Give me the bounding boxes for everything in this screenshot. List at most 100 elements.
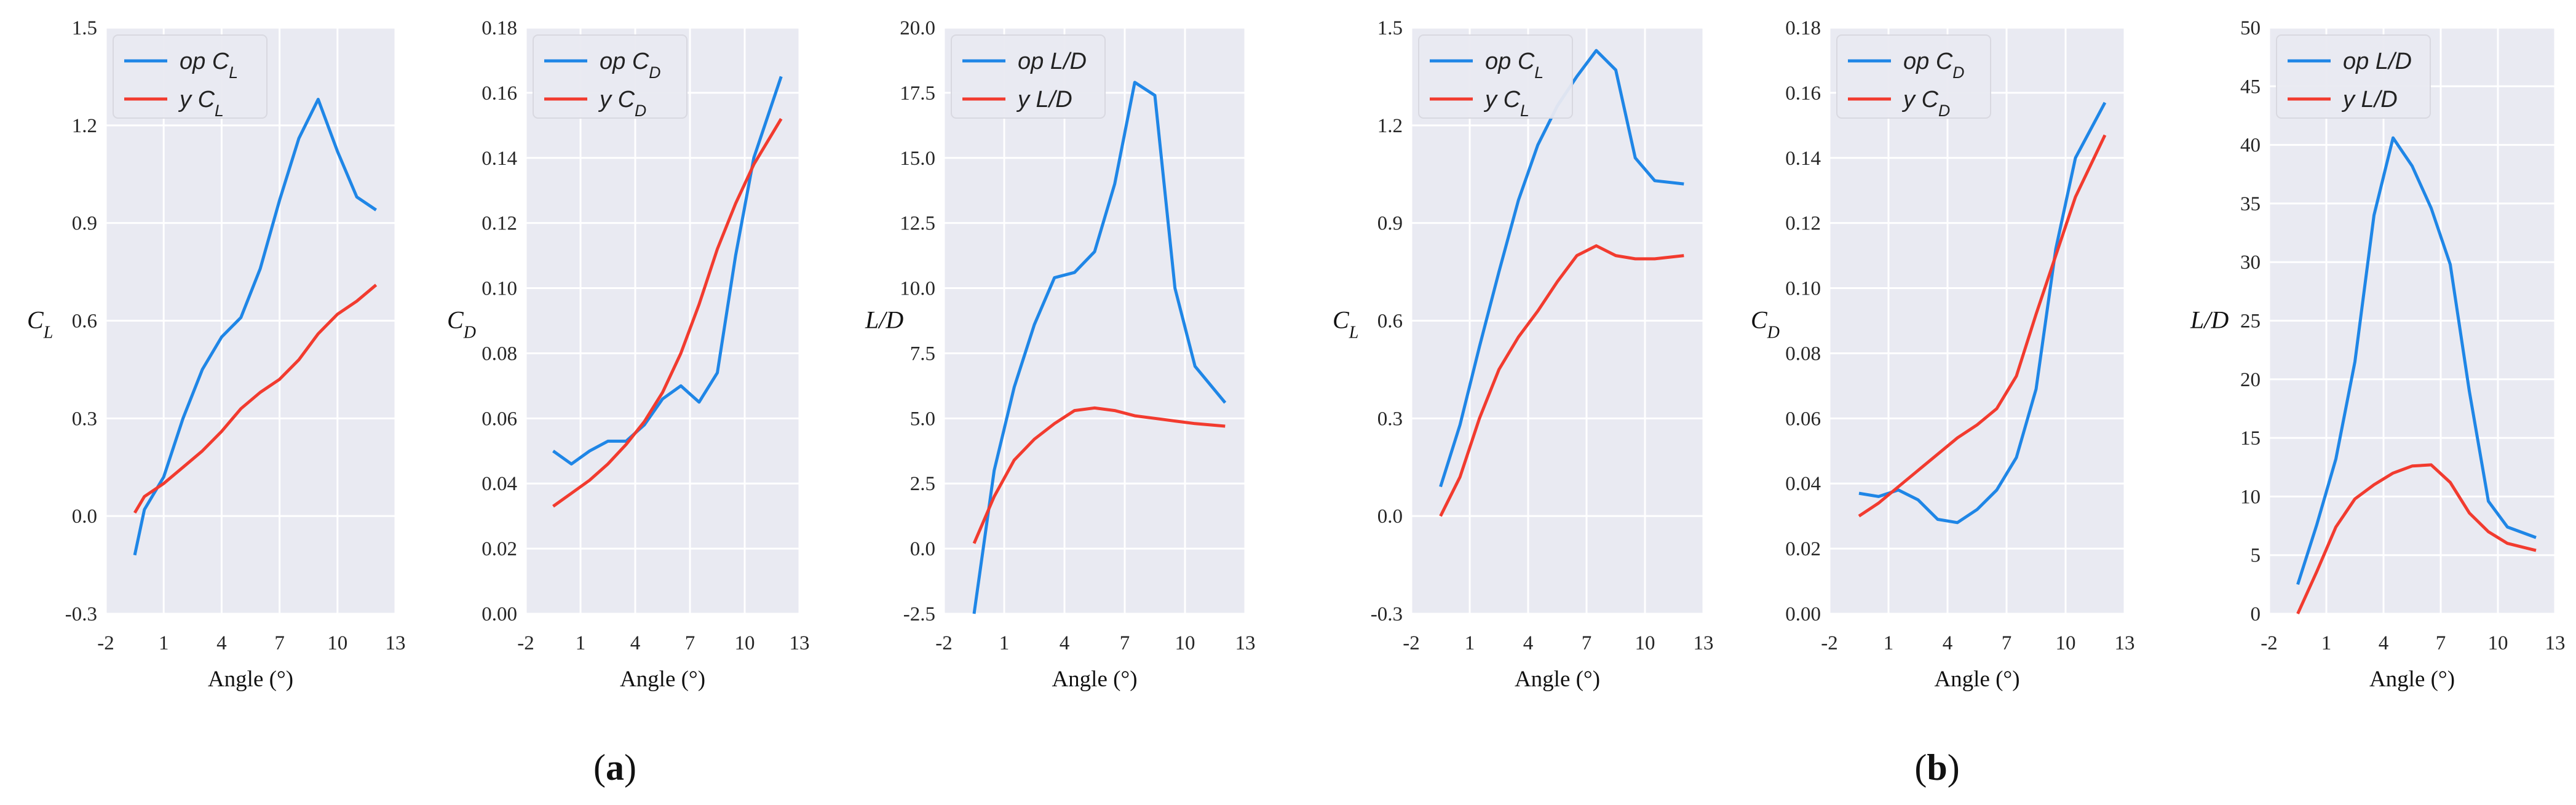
x-tick-label: -2 xyxy=(517,632,534,654)
y-tick-label: 0.08 xyxy=(1785,343,1821,365)
y-tick-label: 0.06 xyxy=(482,408,517,430)
y-tick-label: 0.08 xyxy=(482,343,517,365)
x-tick-label: 4 xyxy=(2379,632,2389,654)
y-tick-label: 0.12 xyxy=(1785,213,1821,235)
y-tick-label: 20.0 xyxy=(900,17,935,39)
legend-entry: op L/D xyxy=(1018,49,1087,74)
panel-label: (a) xyxy=(593,747,636,788)
chart-6: 0 5 10 15 20 25 30 35 40 45 50 -2 1 4 7 10 13 Angle (°) L/… xyxy=(2190,17,2566,692)
legend: op CD y CD xyxy=(533,34,688,120)
x-axis-label: Angle (°) xyxy=(1515,667,1600,692)
y-tick-label: 45 xyxy=(2240,76,2261,98)
x-tick-label: 1 xyxy=(999,632,1010,654)
legend-entry: op L/D xyxy=(2343,49,2412,74)
x-tick-label: 10 xyxy=(2488,632,2508,654)
y-tick-label: 0.0 xyxy=(910,538,935,560)
y-tick-label: 0.16 xyxy=(1785,82,1821,105)
y-tick-label: 0.06 xyxy=(1785,408,1821,430)
chart-4: -0.3 0.0 0.3 0.6 0.9 1.2 1.5 -2 1 4 7 10 13 Angle (°)… xyxy=(1333,17,1714,692)
y-tick-label: 0.18 xyxy=(482,17,517,39)
y-tick-label: 10 xyxy=(2240,486,2261,508)
legend-entry: y CD xyxy=(1901,87,1950,120)
series-line-op xyxy=(1858,101,2107,525)
chart-1: -0.3 0.0 0.3 0.6 0.9 1.2 1.5 -2 1 4 7 10 13 Angle (°)… xyxy=(27,17,406,692)
legend-entry: y L/D xyxy=(1016,87,1072,113)
x-tick-label: -2 xyxy=(97,632,114,654)
legend-box xyxy=(1418,34,1573,119)
y-tick-label: 17.5 xyxy=(900,82,935,105)
x-tick-label: -2 xyxy=(935,632,953,654)
y-tick-label: 30 xyxy=(2240,252,2261,274)
chart-5: 0.00 0.02 0.04 0.06 0.08 0.10 0.12 0.14 0.16 0.18… xyxy=(1751,17,2135,692)
series-line-y xyxy=(972,406,1226,544)
y-tick-label: 1.2 xyxy=(1377,115,1403,137)
plot-background xyxy=(944,28,1245,614)
y-tick-label: 0.6 xyxy=(1377,311,1403,333)
series-line-op xyxy=(133,98,377,556)
x-tick-label: 1 xyxy=(2321,632,2332,654)
x-tick-label: 1 xyxy=(159,632,169,654)
x-tick-label: 13 xyxy=(1235,632,1256,654)
y-tick-label: 1.5 xyxy=(1377,17,1403,39)
y-axis-label: CD xyxy=(447,306,476,343)
y-axis-label: CL xyxy=(27,306,53,343)
y-axis-label: L/D xyxy=(865,306,903,334)
y-tick-label: 12.5 xyxy=(900,213,935,235)
x-tick-label: -2 xyxy=(2261,632,2278,654)
x-tick-label: 10 xyxy=(1175,632,1195,654)
series-line-y xyxy=(1439,244,1684,517)
x-axis-label: Angle (°) xyxy=(620,667,705,692)
x-axis-label: Angle (°) xyxy=(1052,667,1137,692)
x-tick-label: -2 xyxy=(1821,632,1838,654)
y-tick-label: 0.0 xyxy=(1377,506,1403,528)
x-tick-label: 7 xyxy=(1582,632,1592,654)
legend-box xyxy=(2276,34,2431,119)
y-tick-label: 1.2 xyxy=(72,115,97,137)
legend: op L/D y L/D xyxy=(951,34,1106,119)
series-line-y xyxy=(552,117,783,508)
legend-box xyxy=(1836,34,1991,119)
legend-box xyxy=(951,34,1106,119)
x-tick-label: 4 xyxy=(1060,632,1070,654)
y-tick-label: 0.02 xyxy=(482,538,517,560)
x-tick-label: 1 xyxy=(1884,632,1894,654)
y-tick-label: 7.5 xyxy=(910,343,935,365)
legend-box xyxy=(113,34,268,119)
chart-3: -2.5 0.0 2.5 5.0 7.5 10.0 12.5 15.0 17.5 20.0 -2 1 4… xyxy=(865,17,1256,692)
x-tick-label: 13 xyxy=(790,632,810,654)
x-tick-label: 13 xyxy=(386,632,406,654)
y-tick-label: 0.9 xyxy=(72,213,97,235)
y-tick-label: 0.3 xyxy=(1377,408,1403,430)
x-tick-label: -2 xyxy=(1403,632,1420,654)
y-tick-label: -0.3 xyxy=(1371,603,1403,625)
legend-entry: y L/D xyxy=(2341,87,2398,113)
y-tick-label: 25 xyxy=(2240,311,2261,333)
series-line-op xyxy=(552,76,783,466)
legend: op CD y CD xyxy=(1836,34,1991,120)
x-tick-label: 1 xyxy=(1465,632,1475,654)
x-tick-label: 7 xyxy=(685,632,696,654)
y-tick-label: 0 xyxy=(2251,603,2261,625)
x-tick-label: 10 xyxy=(735,632,755,654)
x-tick-label: 4 xyxy=(1523,632,1534,654)
x-tick-label: 7 xyxy=(274,632,285,654)
x-tick-label: 7 xyxy=(2436,632,2446,654)
y-axis-label: CL xyxy=(1333,306,1358,343)
plot-background xyxy=(1829,28,2125,614)
x-axis-label: Angle (°) xyxy=(2369,667,2455,692)
x-tick-label: 13 xyxy=(1694,632,1714,654)
x-tick-label: 7 xyxy=(1120,632,1130,654)
y-tick-label: 0.14 xyxy=(1785,148,1821,170)
legend-entry: y CL xyxy=(1483,87,1529,120)
x-axis-label: Angle (°) xyxy=(208,667,293,692)
legend: op CL y CL xyxy=(1418,34,1573,120)
y-tick-label: 35 xyxy=(2240,193,2261,215)
x-tick-label: 1 xyxy=(576,632,586,654)
y-tick-label: 0.10 xyxy=(482,278,517,300)
x-tick-label: 10 xyxy=(2056,632,2076,654)
y-tick-label: 0.00 xyxy=(482,603,517,625)
y-tick-label: 2.5 xyxy=(910,473,935,495)
x-axis-label: Angle (°) xyxy=(1934,667,2019,692)
panel-label: (b) xyxy=(1914,747,1959,788)
x-tick-label: 4 xyxy=(630,632,641,654)
